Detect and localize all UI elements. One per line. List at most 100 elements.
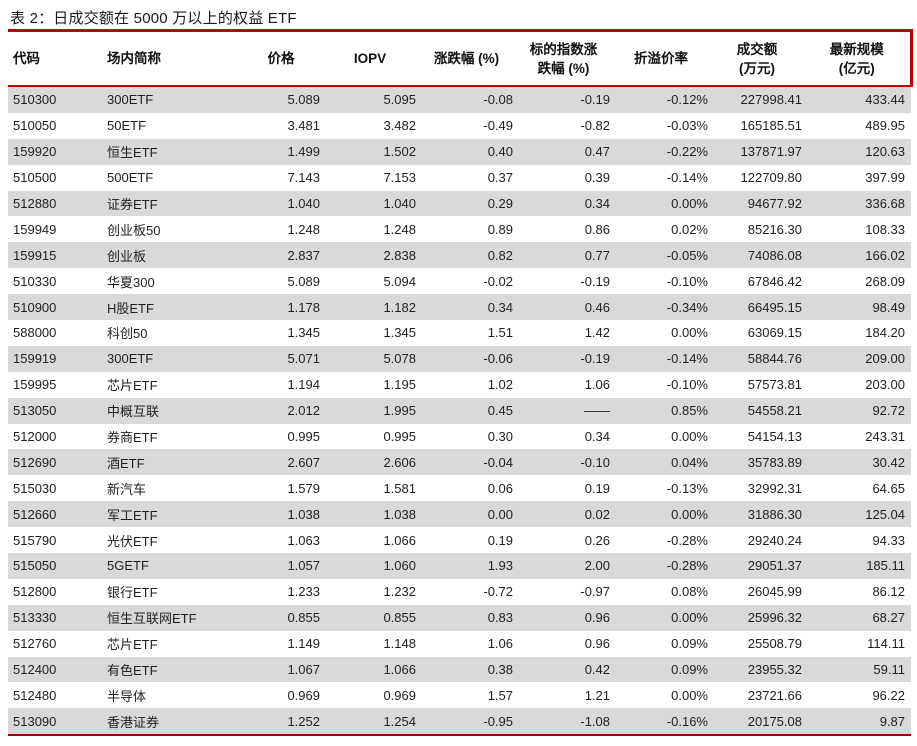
table-cell: 证券ETF bbox=[107, 197, 158, 212]
table-cell: 0.37 bbox=[487, 170, 513, 186]
table-cell: 创业板50 bbox=[107, 222, 161, 238]
table-cell: 5.078 bbox=[383, 351, 416, 367]
table-cell: 209.00 bbox=[865, 351, 905, 367]
table-cell: -0.97 bbox=[580, 584, 610, 600]
table-cell: 1.995 bbox=[383, 403, 416, 419]
table-cell: 0.995 bbox=[383, 429, 416, 445]
table-cell: 0.19 bbox=[584, 480, 610, 496]
table-cell: 1.040 bbox=[383, 196, 416, 211]
table-cell: 1.063 bbox=[287, 532, 320, 548]
table-cell: 59.11 bbox=[873, 662, 905, 678]
table-cell: 20175.08 bbox=[747, 713, 802, 729]
table-cell: 0.89 bbox=[487, 221, 513, 237]
column-header-name: 场内简称 bbox=[100, 30, 240, 87]
table-cell: 92.72 bbox=[872, 403, 905, 419]
table-cell: 2.00 bbox=[584, 558, 610, 574]
table-cell: 86.12 bbox=[872, 584, 905, 600]
table-cell: 0.19 bbox=[487, 532, 513, 548]
table-cell: 1.060 bbox=[383, 558, 416, 574]
table-cell: 0.855 bbox=[383, 610, 416, 626]
table-row: 512480 半导体 0.969 0.969 1.57 1.21 0.00% 23721.66… bbox=[8, 682, 911, 708]
table-cell: 64.65 bbox=[872, 480, 905, 496]
table-row: 512760 芯片ETF 1.149 1.148 1.06 0.96 0.09% 25508.… bbox=[8, 631, 911, 657]
table-cell: 3.482 bbox=[383, 118, 416, 134]
table-cell: 9.87 bbox=[879, 713, 905, 729]
table-cell: 2.837 bbox=[287, 247, 320, 263]
table-cell: 香港证券 bbox=[107, 714, 160, 730]
table-cell: 创业板 bbox=[107, 248, 147, 264]
table-cell: 159915 bbox=[13, 247, 57, 263]
table-cell: 2.012 bbox=[287, 403, 320, 419]
table-cell: 122709.80 bbox=[740, 170, 802, 186]
table-cell: 5.095 bbox=[383, 92, 416, 108]
table-cell: 0.29 bbox=[487, 196, 513, 211]
table-cell: 新汽车 bbox=[107, 481, 147, 497]
table-cell: 512800 bbox=[13, 584, 57, 600]
table-cell: 券商ETF bbox=[107, 430, 158, 446]
table-cell: 166.02 bbox=[865, 247, 905, 263]
table-cell: 1.148 bbox=[383, 636, 416, 652]
table-cell: 0.40 bbox=[487, 144, 513, 160]
table-cell: 512660 bbox=[13, 506, 57, 522]
table-cell: 57573.81 bbox=[747, 377, 802, 393]
table-cell: 1.057 bbox=[287, 558, 320, 574]
table-cell: 0.34 bbox=[584, 196, 610, 211]
table-cell: 159920 bbox=[13, 144, 57, 160]
table-cell: 0.00% bbox=[671, 325, 708, 341]
table-cell: -0.16% bbox=[666, 713, 708, 729]
table-cell: 0.38 bbox=[487, 662, 513, 678]
table-cell: 0.47 bbox=[584, 144, 610, 160]
table-cell: 227998.41 bbox=[740, 92, 802, 108]
table-cell: 0.30 bbox=[487, 429, 513, 445]
table-cell: 29240.24 bbox=[747, 532, 802, 548]
table-cell: 63069.15 bbox=[747, 325, 802, 341]
table-cell: 3.481 bbox=[287, 118, 320, 134]
table-cell: 58844.76 bbox=[747, 351, 802, 367]
table-cell: -0.10 bbox=[580, 454, 610, 470]
table-cell: 0.855 bbox=[287, 610, 320, 626]
table-cell: 159919 bbox=[13, 351, 57, 367]
table-cell: —— bbox=[584, 403, 610, 419]
table-cell: 0.83 bbox=[487, 610, 513, 626]
table-cell: 0.969 bbox=[383, 687, 416, 703]
table-cell: 1.579 bbox=[287, 480, 320, 496]
table-cell: 31886.30 bbox=[747, 506, 802, 522]
table-cell: 300ETF bbox=[107, 351, 154, 367]
table-cell: 1.067 bbox=[287, 662, 320, 678]
table-cell: 1.248 bbox=[287, 221, 320, 237]
table-cell: 科创50 bbox=[107, 326, 148, 342]
table-cell: -0.19 bbox=[580, 92, 610, 108]
etf-table-header: 代码 场内简称 价格 IOPV 涨跌幅 (%) 标的指数涨 跌幅 (%) 折溢价… bbox=[8, 30, 913, 87]
table-cell: -0.08 bbox=[483, 92, 513, 108]
table-cell: 159949 bbox=[13, 221, 57, 237]
table-cell: 2.606 bbox=[383, 454, 416, 470]
column-header-code: 代码 bbox=[8, 30, 100, 87]
table-row: 512690 酒ETF 2.607 2.606 -0.04 -0.10 0.04% 35783… bbox=[8, 449, 911, 476]
table-cell: 510900 bbox=[13, 299, 57, 315]
etf-table: 代码 场内简称 价格 IOPV 涨跌幅 (%) 标的指数涨 跌幅 (%) 折溢价… bbox=[8, 29, 913, 737]
table-cell: 67846.42 bbox=[747, 273, 802, 289]
table-cell: 114.11 bbox=[867, 636, 905, 652]
table-cell: 515030 bbox=[13, 480, 57, 496]
table-cell: 0.00 bbox=[487, 506, 513, 522]
table-row: 159949 创业板50 1.248 1.248 0.89 0.86 0.02% 85216.… bbox=[8, 216, 911, 242]
table-cell: 0.46 bbox=[584, 299, 610, 315]
table-cell: 268.09 bbox=[865, 273, 905, 289]
table-row: 515790 光伏ETF 1.063 1.066 0.19 0.26 -0.28% 29240… bbox=[8, 527, 911, 553]
table-cell: 0.06 bbox=[487, 480, 513, 496]
table-cell: 512000 bbox=[13, 429, 57, 445]
table-cell: 1.93 bbox=[487, 558, 513, 574]
table-cell: -0.28% bbox=[666, 558, 708, 574]
column-header-turnover: 成交额 (万元) bbox=[710, 30, 804, 87]
table-cell: 0.995 bbox=[287, 429, 320, 445]
table-cell: 1.499 bbox=[287, 144, 320, 160]
table-cell: 0.82 bbox=[487, 247, 513, 263]
table-cell: 1.178 bbox=[287, 299, 320, 315]
table-cell: 588000 bbox=[13, 325, 57, 341]
table-cell: 半导体 bbox=[107, 688, 147, 704]
table-cell: 29051.37 bbox=[747, 558, 802, 574]
table-row: 159995 芯片ETF 1.194 1.195 1.02 1.06 -0.10% 57573… bbox=[8, 372, 911, 398]
table-cell: 32992.31 bbox=[747, 480, 802, 496]
table-cell: 50ETF bbox=[107, 118, 147, 134]
table-cell: 1.040 bbox=[287, 196, 320, 211]
